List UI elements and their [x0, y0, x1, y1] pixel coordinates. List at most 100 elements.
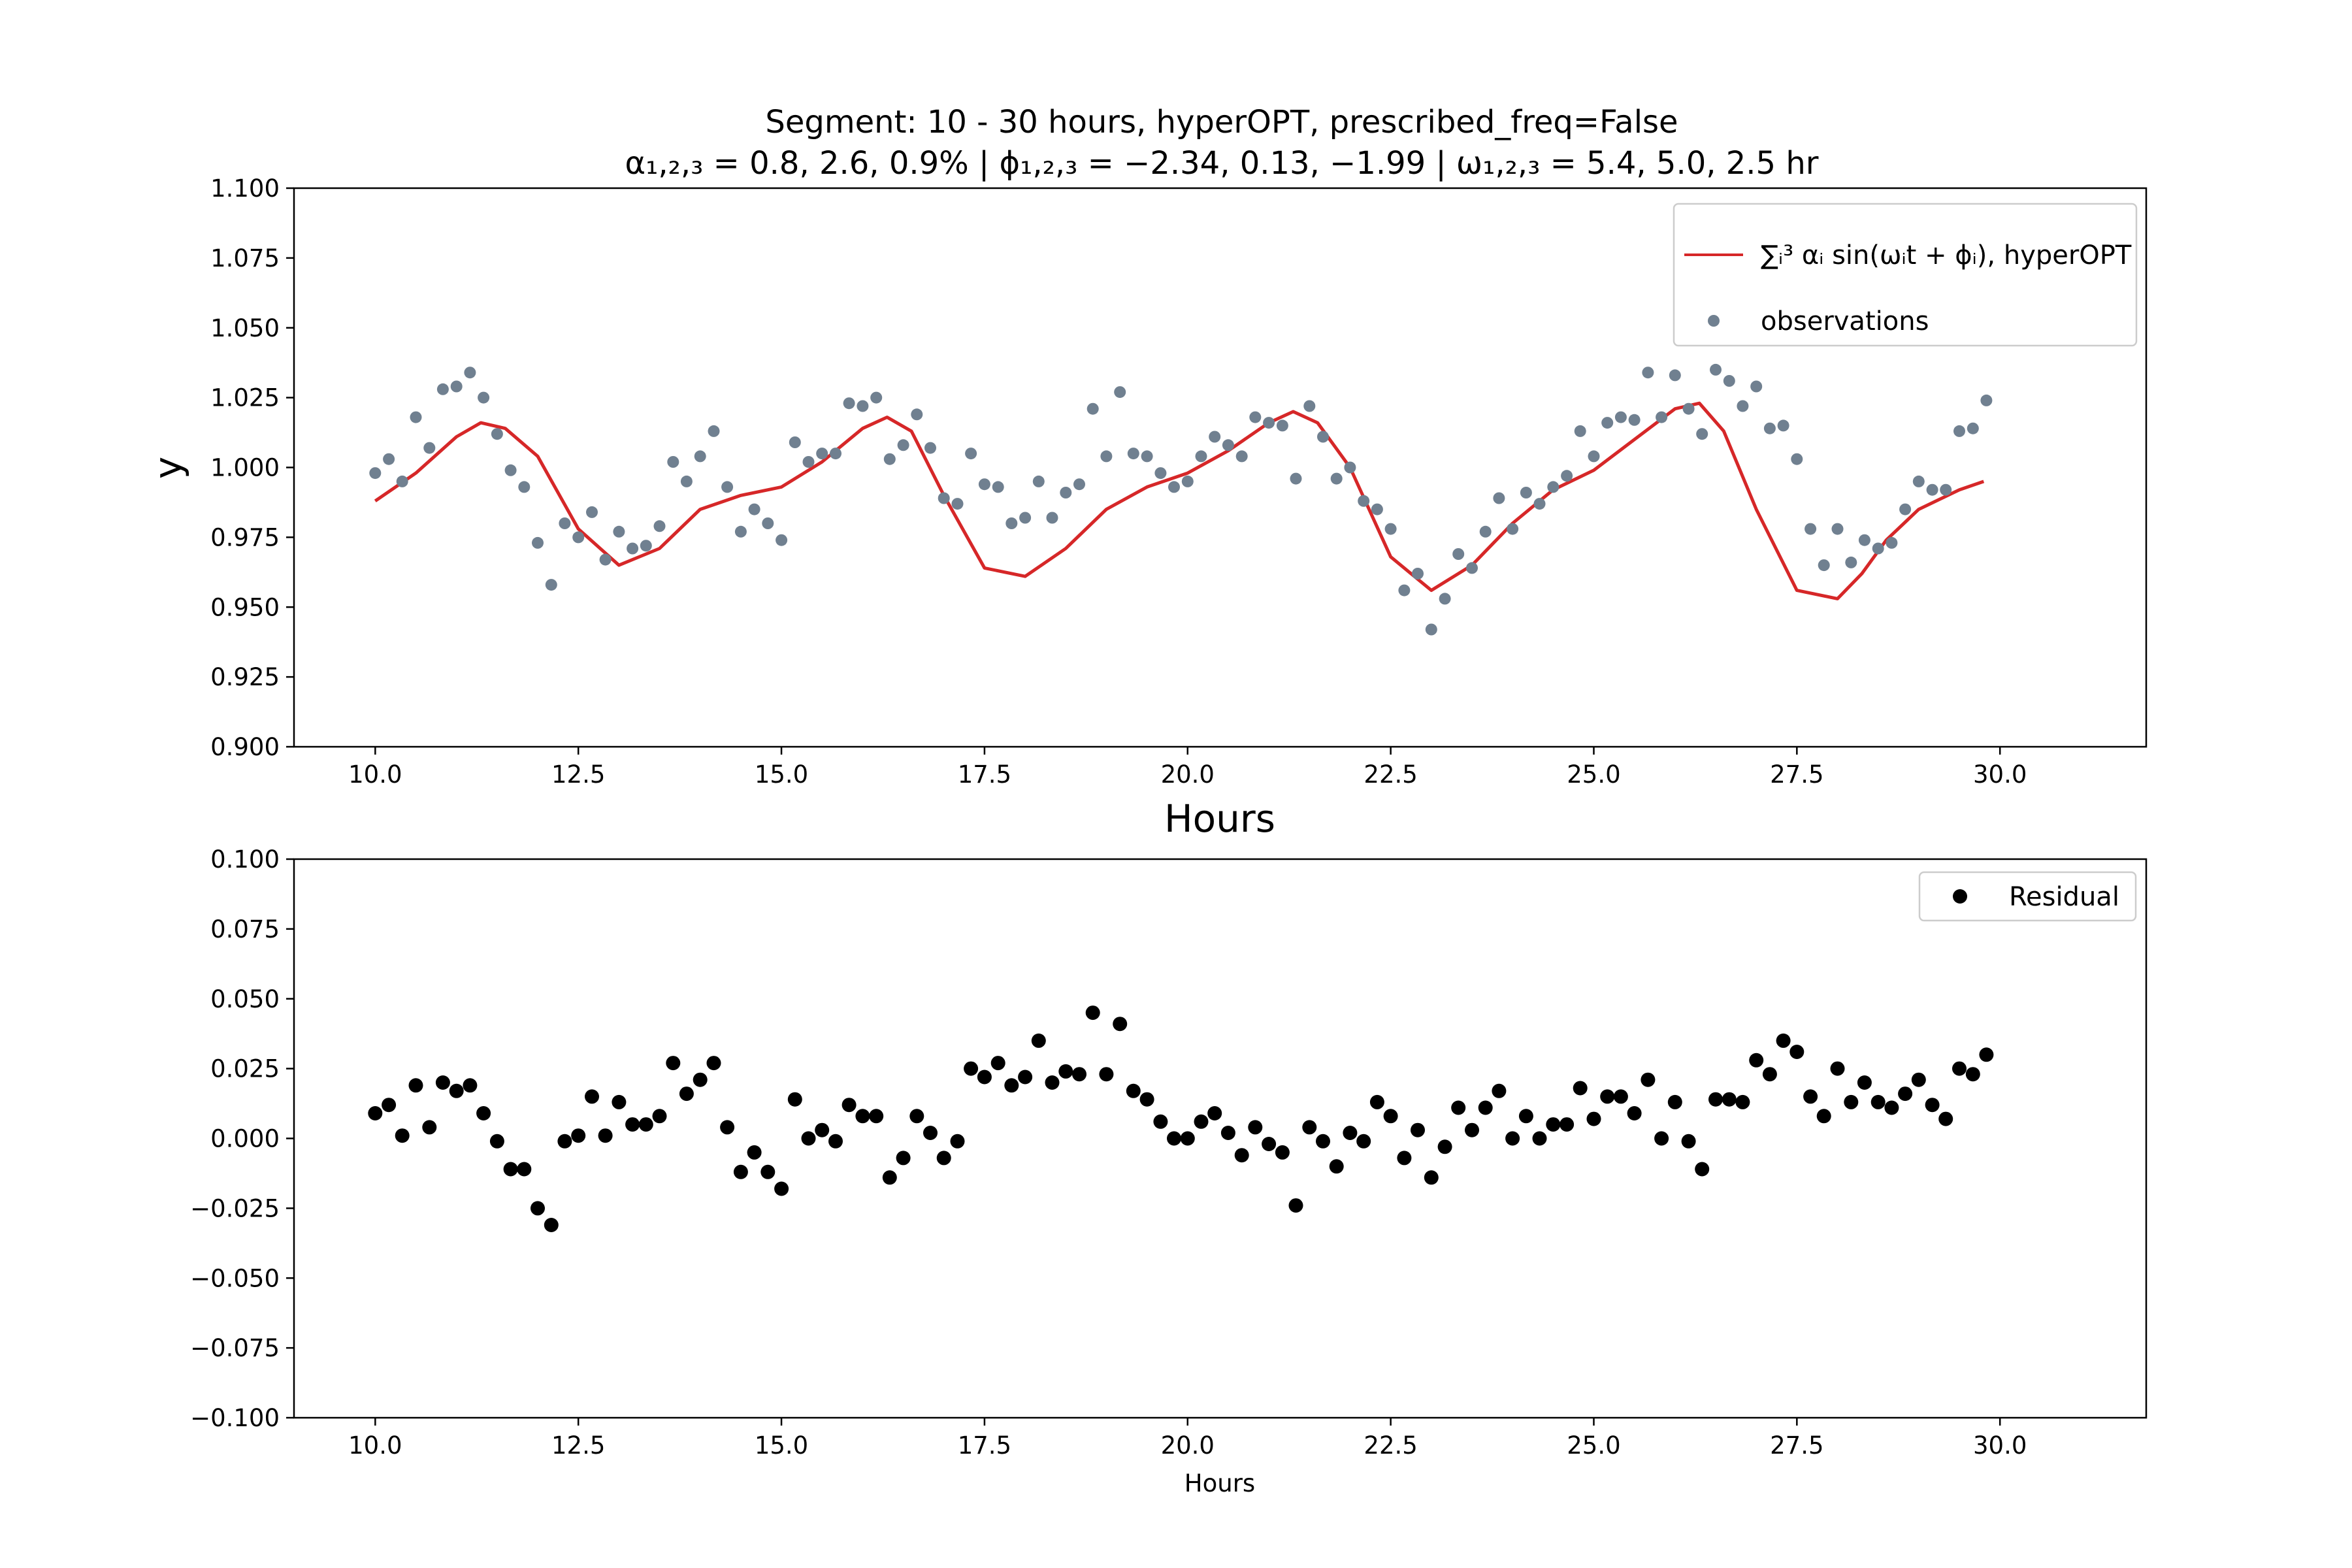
residual-point: [693, 1072, 708, 1087]
residual-point: [1518, 1109, 1533, 1124]
bottom-legend: Residual: [1918, 871, 2137, 922]
residual-point: [1045, 1075, 1060, 1090]
observation-point: [1358, 495, 1370, 507]
residual-point: [747, 1145, 762, 1160]
residual-point: [1437, 1139, 1452, 1154]
residual-point: [1180, 1131, 1195, 1146]
figure-title-line1: Segment: 10 - 30 hours, hyperOPT, prescr…: [765, 104, 1678, 140]
observation-point: [1737, 400, 1749, 412]
residual-point: [1613, 1089, 1628, 1104]
observation-point: [1777, 419, 1789, 432]
top-ytick-label: 0.950: [210, 593, 280, 621]
observation-point: [1493, 492, 1505, 504]
observation-point: [640, 540, 652, 552]
residual-point: [395, 1128, 410, 1143]
top-ytick-label: 1.025: [210, 384, 280, 412]
residual-point: [1207, 1106, 1222, 1120]
residual-point: [841, 1098, 857, 1113]
residual-point: [1288, 1198, 1303, 1213]
residual-point: [612, 1094, 627, 1109]
top-observations-layer: [369, 363, 1993, 636]
observation-point: [951, 498, 964, 510]
bottom-ytick-label: 0.075: [210, 915, 280, 943]
residual-point: [828, 1134, 843, 1149]
residual-point: [950, 1134, 965, 1149]
observation-point: [1073, 478, 1085, 491]
figure-title-line2: α₁,₂,₃ = 0.8, 2.6, 0.9% | ϕ₁,₂,₃ = −2.34…: [625, 145, 1819, 182]
residual-point: [1316, 1134, 1330, 1149]
top-ytick-label: 0.900: [210, 733, 280, 761]
residual-point: [476, 1106, 491, 1120]
residual-point: [706, 1056, 721, 1071]
observation-point: [1656, 411, 1668, 423]
bottom-xtick-label: 15.0: [755, 1431, 808, 1460]
observation-point: [627, 542, 639, 555]
residual-point: [408, 1078, 423, 1093]
residual-point: [598, 1128, 613, 1143]
residual-point: [1654, 1131, 1669, 1146]
bottom-xtick-label: 17.5: [958, 1431, 1011, 1460]
observation-point: [1263, 417, 1275, 429]
observation-point: [1276, 419, 1288, 432]
observation-point: [1723, 375, 1735, 387]
observation-point: [586, 506, 598, 518]
observation-point: [572, 531, 585, 544]
residual-point: [435, 1075, 450, 1090]
bottom-ytick-label: 0.100: [210, 845, 280, 874]
legend-observations-label: observations: [1761, 306, 1929, 336]
observation-point: [1845, 556, 1857, 568]
top-xtick-label: 12.5: [551, 760, 605, 789]
residual-point: [1600, 1089, 1615, 1104]
residual-point: [787, 1092, 802, 1107]
bottom-ytick-label: 0.025: [210, 1055, 280, 1083]
residual-point: [625, 1117, 640, 1132]
residual-point: [1139, 1092, 1154, 1107]
residual-point: [882, 1170, 897, 1185]
observation-point: [410, 411, 422, 423]
legend-residual-label: Residual: [2009, 882, 2119, 912]
observation-point: [1601, 417, 1614, 429]
observation-point: [1127, 448, 1139, 460]
residual-point: [382, 1098, 397, 1113]
residual-point: [1695, 1162, 1710, 1177]
residual-point: [774, 1181, 789, 1196]
residual-point: [638, 1117, 653, 1132]
residual-point: [422, 1120, 437, 1135]
observation-point: [1926, 483, 1938, 496]
residual-point: [1979, 1047, 1994, 1062]
residual-point: [1343, 1126, 1358, 1140]
top-xtick-label: 30.0: [1973, 760, 2027, 789]
residual-point: [1411, 1122, 1425, 1137]
observation-point: [1168, 481, 1180, 493]
bottom-residual-layer: [368, 1005, 1994, 1232]
observation-point: [978, 478, 990, 491]
observation-point: [1154, 467, 1167, 480]
residual-point: [936, 1151, 951, 1166]
observation-point: [559, 517, 571, 529]
observation-point: [504, 464, 517, 476]
observation-point: [1317, 431, 1329, 443]
observation-point: [1235, 450, 1248, 463]
observation-point: [1642, 367, 1654, 379]
observation-point: [518, 481, 531, 493]
observation-point: [1344, 461, 1356, 474]
top-legend: ∑ᵢ³ αᵢ sin(ωᵢt + ϕᵢ), hyperOPT observati…: [1673, 203, 2138, 347]
residual-point: [1424, 1170, 1439, 1185]
residual-point: [1113, 1017, 1128, 1032]
observation-point: [965, 448, 977, 460]
residual-point: [1369, 1094, 1384, 1109]
observation-point: [613, 525, 625, 538]
observation-point: [1682, 402, 1695, 415]
observation-point: [870, 391, 883, 404]
top-plot-area: [369, 363, 1993, 636]
observation-point: [1114, 386, 1126, 399]
observation-point: [883, 453, 896, 465]
residual-point: [964, 1061, 979, 1076]
top-ytick-label: 0.975: [210, 523, 280, 551]
observation-point: [1019, 512, 1032, 524]
model-fit-line: [374, 401, 1985, 600]
residual-point: [449, 1083, 464, 1098]
residual-point: [1898, 1086, 1913, 1102]
residual-point: [1451, 1100, 1466, 1115]
residual-point: [585, 1089, 599, 1104]
